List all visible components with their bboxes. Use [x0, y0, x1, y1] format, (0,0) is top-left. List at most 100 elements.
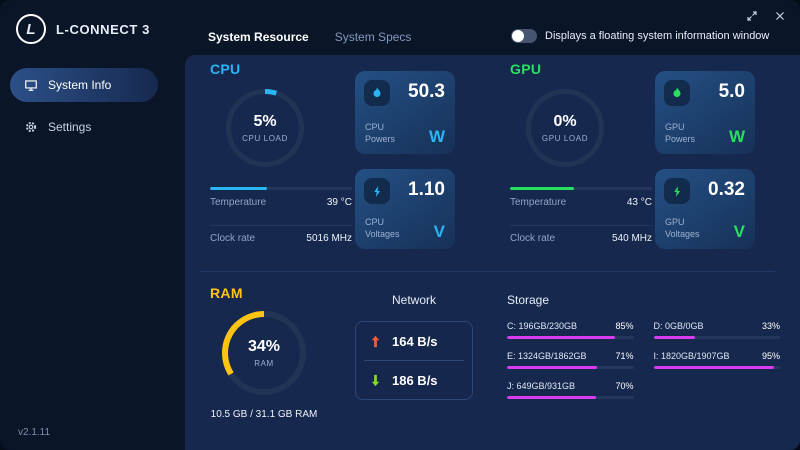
cpu-voltage-card: 1.10 CPU Voltages V [355, 169, 455, 249]
brand: L L-CONNECT 3 [16, 14, 150, 44]
tab-bar: System Resource System Specs [208, 30, 411, 44]
sidebar-item-system-info[interactable]: System Info [10, 68, 158, 102]
ram-usage-detail: 10.5 GB / 31.1 GB RAM [210, 409, 318, 420]
bolt-icon [364, 178, 390, 204]
cpu-title: CPU [210, 61, 241, 77]
cpu-power-unit: W [428, 127, 445, 146]
window-controls [746, 10, 786, 22]
cpu-temperature-bar [210, 187, 352, 190]
network-download-row: 186 B/s [356, 361, 472, 399]
gpu-temperature-bar [510, 187, 652, 190]
lian-li-logo: L [16, 14, 46, 44]
ram-load-value: 34% [247, 338, 281, 355]
floating-window-toggle[interactable] [511, 29, 537, 43]
ram-load-gauge: 34% RAM [222, 311, 306, 395]
cpu-temperature-stat: Temperature 39 °C [210, 187, 352, 208]
close-icon[interactable] [774, 10, 786, 22]
drive-label: I: 1820GB/1907GB [653, 351, 730, 361]
flame-icon [664, 80, 690, 106]
sidebar-item-label: Settings [48, 120, 92, 134]
gpu-power-unit: W [728, 127, 745, 146]
gpu-power-label: GPU Powers [665, 121, 696, 145]
storage-title: Storage [507, 293, 550, 307]
tab-system-specs[interactable]: System Specs [334, 30, 412, 44]
drive-usage-bar [507, 366, 634, 369]
drive-usage-bar [653, 366, 780, 369]
floating-window-toggle-group: Displays a floating system information w… [511, 29, 769, 43]
drive-label: E: 1324GB/1862GB [507, 351, 587, 361]
cpu-load-value: 5% [253, 113, 277, 130]
gpu-load-gauge: 0% GPU LOAD [526, 89, 604, 167]
divider [510, 225, 652, 226]
network-upload-row: 164 B/s [356, 322, 472, 360]
network-title: Network [391, 293, 436, 307]
toggle-knob [512, 30, 524, 42]
drive-percent: 71% [615, 351, 634, 361]
drive-label: D: 0GB/0GB [653, 321, 704, 331]
cpu-voltage-label: CPU Voltages [365, 216, 400, 240]
storage-drive: C: 196GB/230GB 85% [507, 321, 634, 339]
drive-label: C: 196GB/230GB [507, 321, 578, 331]
ram-title: RAM [210, 285, 243, 301]
gpu-voltage-unit: V [733, 222, 745, 241]
cpu-load-gauge: 5% CPU LOAD [226, 89, 304, 167]
gpu-load-label: GPU LOAD [541, 134, 589, 143]
sidebar-item-settings[interactable]: Settings [10, 110, 158, 144]
drive-usage-bar [653, 336, 780, 339]
flame-icon [364, 80, 390, 106]
network-download-value: 186 B/s [392, 372, 438, 388]
sidebar-item-label: System Info [48, 78, 112, 92]
drive-label: J: 649GB/931GB [507, 381, 576, 391]
app-title: L-CONNECT 3 [56, 21, 150, 37]
gpu-section: GPU 0% GPU LOAD 5.0 GPU Powers W [510, 61, 760, 266]
gpu-clock-value: 540 MHz [611, 233, 652, 244]
gear-icon [24, 120, 38, 134]
gpu-clock-label: Clock rate [510, 233, 556, 244]
ram-load-label: RAM [254, 359, 274, 368]
drive-usage-bar [507, 396, 634, 399]
network-upload-value: 164 B/s [392, 333, 438, 349]
app-version: v2.1.11 [18, 427, 51, 438]
gpu-title: GPU [510, 61, 542, 77]
gpu-voltage-label: GPU Voltages [665, 216, 700, 240]
gpu-power-card: 5.0 GPU Powers W [655, 71, 755, 154]
system-resource-panel: CPU 5% CPU LOAD 50.3 CPU Powers W [185, 55, 800, 450]
storage-drive: I: 1820GB/1907GB 95% [653, 351, 780, 369]
tab-system-resource[interactable]: System Resource [208, 30, 309, 44]
storage-drive: J: 649GB/931GB 70% [507, 381, 634, 399]
gpu-temperature-label: Temperature [510, 197, 567, 208]
drive-percent: 95% [761, 351, 780, 361]
bolt-icon [664, 178, 690, 204]
cpu-power-card: 50.3 CPU Powers W [355, 71, 455, 154]
drive-percent: 85% [615, 321, 634, 331]
gpu-load-value: 0% [553, 113, 577, 130]
cpu-voltage-value: 1.10 [408, 179, 445, 200]
maximize-icon[interactable] [746, 10, 758, 22]
cpu-voltage-unit: V [433, 222, 445, 241]
gpu-temperature-value: 43 °C [626, 197, 652, 208]
network-section: Network 164 B/s 186 B/s [355, 293, 473, 423]
cpu-section: CPU 5% CPU LOAD 50.3 CPU Powers W [210, 61, 460, 266]
gpu-power-value: 5.0 [718, 81, 745, 102]
storage-drive-list: C: 196GB/230GB 85% D: 0GB/0GB 33% E: 132… [507, 321, 780, 399]
storage-drive: E: 1324GB/1862GB 71% [507, 351, 634, 369]
section-divider [200, 271, 775, 272]
cpu-temperature-value: 39 °C [326, 197, 352, 208]
drive-percent: 33% [761, 321, 780, 331]
network-card: 164 B/s 186 B/s [355, 321, 473, 400]
floating-window-toggle-label: Displays a floating system information w… [545, 30, 770, 42]
drive-usage-bar [507, 336, 634, 339]
gpu-voltage-card: 0.32 GPU Voltages V [655, 169, 755, 249]
storage-section: Storage C: 196GB/230GB 85% D: 0GB/0GB 33… [507, 293, 780, 399]
download-arrow-icon [368, 373, 383, 388]
cpu-clock-value: 5016 MHz [306, 233, 352, 244]
monitor-icon [24, 78, 38, 92]
cpu-temperature-label: Temperature [210, 197, 267, 208]
divider [364, 360, 464, 361]
drive-percent: 70% [615, 381, 634, 391]
ram-section: RAM 34% RAM 10.5 GB / 31.1 GB RAM [210, 285, 370, 445]
storage-drive: D: 0GB/0GB 33% [653, 321, 780, 339]
cpu-clock-stat: Clock rate 5016 MHz [210, 225, 352, 244]
gpu-temperature-stat: Temperature 43 °C [510, 187, 652, 208]
